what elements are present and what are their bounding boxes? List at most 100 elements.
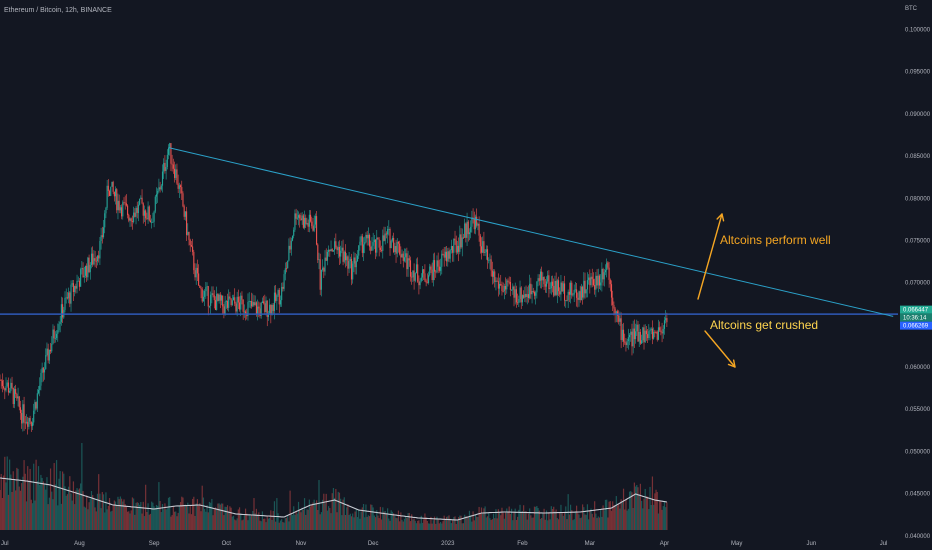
volume-bar [287, 516, 289, 530]
candle-body [307, 223, 309, 227]
candle-body [208, 305, 211, 307]
arrow-down-head[interactable] [727, 359, 736, 368]
candle-body [349, 258, 351, 262]
volume-bar [198, 505, 200, 530]
volume-bar [208, 501, 211, 530]
candle-body [508, 281, 510, 283]
volume-bar [49, 468, 52, 530]
candle-body [364, 242, 366, 245]
candle-body [590, 276, 592, 286]
candle-body [370, 246, 372, 251]
descending-trendline[interactable] [168, 147, 894, 317]
volume-bar [378, 518, 380, 530]
candle-body [94, 258, 96, 261]
arrow-up-head[interactable] [716, 213, 725, 222]
candle-body [412, 270, 414, 278]
annotation-altcoins-get-crushed[interactable]: Altcoins get crushed [710, 318, 818, 332]
candle-body [133, 212, 135, 223]
volume-bar [389, 520, 391, 530]
volume-bar [626, 510, 628, 530]
volume-bar [650, 504, 652, 530]
volume-bar [320, 512, 323, 530]
volume-bar [477, 516, 479, 530]
volume-bar [196, 499, 199, 530]
volume-bar [113, 500, 115, 530]
candle-body [277, 290, 279, 296]
candle-body [383, 235, 385, 241]
volume-bar [659, 501, 661, 530]
volume-bar [354, 511, 356, 530]
time-tick-label: Jun [806, 541, 816, 547]
volume-bar [188, 513, 190, 530]
volume-bar [607, 517, 609, 530]
volume-bar [189, 505, 191, 530]
candle-body [343, 251, 345, 262]
candle-body [597, 275, 599, 286]
candle-body [188, 231, 190, 240]
volume-bar [509, 513, 511, 530]
candle-body [18, 396, 20, 408]
volume-bar [244, 508, 247, 530]
candle-body [427, 275, 430, 284]
volume-bar [636, 485, 638, 530]
candle-body [263, 301, 265, 304]
volume-bar [147, 503, 149, 530]
candle-body [318, 259, 320, 261]
candle-body [337, 246, 339, 251]
candle-body [396, 241, 398, 254]
volume-bar [129, 513, 131, 530]
candle-body [230, 298, 232, 306]
volume-bar [57, 505, 59, 530]
time-tick-label: May [731, 541, 742, 547]
volume-bar [485, 517, 487, 530]
candle-body [216, 294, 218, 310]
candle-body [16, 393, 18, 399]
candle-body [629, 334, 631, 338]
arrow-down[interactable] [704, 330, 736, 368]
volume-bar [136, 502, 138, 530]
volume-bar [665, 507, 667, 530]
candle-body [261, 301, 263, 303]
volume-bar [100, 508, 102, 530]
candle-body [131, 221, 133, 223]
candle-body [399, 243, 401, 255]
volume-bar [538, 510, 540, 530]
candle-body [627, 337, 629, 342]
volume-bar [374, 517, 377, 530]
volume-bar [466, 516, 468, 530]
candle-body [435, 271, 437, 273]
candle-body [151, 222, 153, 224]
candle-body [46, 348, 48, 356]
candle-body [245, 311, 247, 314]
annotation-altcoins-perform-well[interactable]: Altcoins perform well [720, 233, 831, 247]
volume-bar [247, 520, 249, 530]
volume-bar [615, 496, 617, 530]
candle-body [15, 389, 17, 394]
volume-bar [618, 503, 620, 530]
candle-body [110, 186, 112, 196]
volume-bar [65, 495, 67, 530]
price-tick-label: 0.100000 [905, 28, 931, 34]
candle-body [83, 275, 85, 278]
candle-body [273, 292, 276, 311]
candle-body [449, 250, 451, 259]
volume-bar [269, 518, 271, 530]
candle-body [527, 294, 529, 298]
volume-bar [341, 515, 343, 530]
candle-body [562, 283, 564, 292]
volume-bar [64, 486, 66, 530]
candle-body [572, 294, 574, 296]
candle-body [471, 217, 473, 227]
arrow-up[interactable] [697, 213, 723, 300]
candle-body [258, 306, 260, 309]
candle-body [48, 349, 50, 361]
volume-bar [343, 497, 345, 530]
candle-body [430, 266, 432, 270]
drawings-group[interactable] [0, 147, 898, 317]
candle-body [297, 215, 300, 218]
volume-bar [655, 489, 657, 530]
annotations-group[interactable]: Altcoins perform well Altcoins get crushe… [697, 213, 831, 368]
candle-body [145, 210, 147, 219]
candle-body [418, 281, 420, 286]
